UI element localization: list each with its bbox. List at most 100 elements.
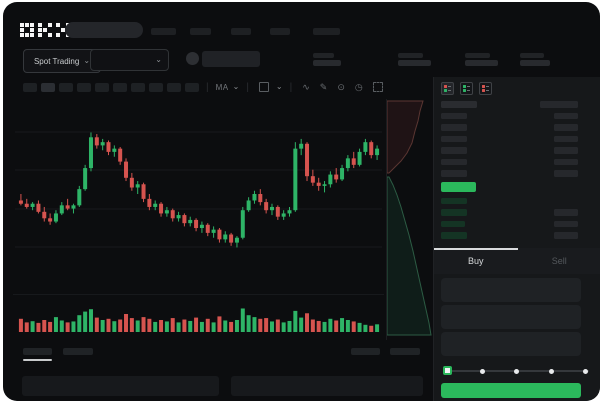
toolbar-divider: | (206, 81, 209, 93)
order-input-placeholder[interactable] (441, 278, 581, 302)
book-combined-toggle[interactable] (441, 82, 454, 95)
coin-icon (186, 52, 199, 65)
slider-dot[interactable] (514, 368, 519, 374)
amount-placeholder (554, 135, 578, 142)
slider-dot[interactable] (479, 368, 485, 374)
order-form (441, 278, 581, 356)
chevron-down-icon: ⌄ (83, 56, 91, 65)
order-book-header[interactable] (441, 101, 578, 108)
bid-row[interactable] (441, 197, 578, 204)
ask-row[interactable] (441, 170, 578, 177)
slider-dot[interactable] (583, 368, 588, 374)
bid-row[interactable] (441, 209, 578, 216)
amount-placeholder (554, 147, 578, 154)
ask-row[interactable] (441, 124, 578, 131)
indicator-dropdown[interactable]: MA (215, 82, 229, 92)
active-tab-indicator (434, 248, 518, 250)
stat-value-placeholder (465, 60, 498, 66)
ask-row[interactable] (441, 112, 578, 119)
timeframe-button[interactable] (149, 82, 163, 92)
ask-row[interactable] (441, 135, 578, 142)
timeframe-button[interactable] (113, 82, 127, 92)
tab-sell[interactable]: Sell (518, 248, 601, 274)
nav-item-placeholder[interactable] (270, 28, 290, 35)
order-book (441, 101, 578, 244)
timeframe-button[interactable] (23, 82, 37, 92)
timeframe-button[interactable] (185, 82, 199, 92)
wave-icon[interactable]: ∿ (302, 81, 310, 92)
chevron-down-icon: ⌄ (275, 82, 283, 91)
bid-row[interactable] (441, 220, 578, 227)
last-price-bar[interactable] (441, 181, 476, 192)
amount-placeholder (554, 232, 578, 239)
book-bids-toggle[interactable] (460, 82, 473, 95)
amount-slider[interactable] (442, 363, 590, 379)
nav-item-placeholder[interactable] (151, 28, 176, 35)
price-placeholder (441, 197, 467, 204)
chart-tab[interactable] (351, 348, 380, 355)
market-type-label: Spot Trading (33, 56, 80, 66)
logo-letter-o (20, 23, 34, 37)
market-type-dropdown[interactable]: Spot Trading ⌄ (23, 49, 101, 73)
order-book-panel: Buy Sell (433, 77, 600, 401)
amount-placeholder (554, 220, 578, 227)
chart-tab[interactable] (63, 348, 93, 355)
trade-tabs: Buy Sell (434, 248, 600, 274)
chart-tab[interactable] (390, 348, 420, 355)
candlestick-chart[interactable] (13, 99, 384, 295)
price-placeholder (441, 220, 465, 227)
toolbar-divider: | (289, 81, 293, 93)
chart-toolbar: | MA ⌄ | ⌄ | ∿ ✎ ⊙ ◷ (23, 81, 386, 93)
stat-value-placeholder (398, 60, 431, 66)
ticker-stat (313, 53, 341, 66)
tab-buy[interactable]: Buy (434, 248, 518, 274)
search-input[interactable] (65, 22, 143, 38)
price-placeholder (441, 147, 467, 154)
pencil-icon[interactable]: ✎ (319, 81, 328, 92)
slider-dot[interactable] (548, 368, 554, 374)
slider-handle[interactable] (443, 366, 452, 375)
okx-logo[interactable] (20, 23, 70, 37)
nav-item-placeholder[interactable] (313, 28, 340, 35)
price-placeholder (441, 112, 467, 119)
timeframe-button[interactable] (41, 82, 55, 92)
bid-row[interactable] (441, 232, 578, 239)
order-book-view-toggles (441, 82, 492, 95)
order-input-placeholder[interactable] (441, 332, 581, 356)
depth-chart (386, 99, 432, 340)
price-placeholder (441, 135, 467, 142)
order-input-placeholder[interactable] (441, 305, 581, 329)
timeframe-button[interactable] (95, 82, 109, 92)
stat-label-placeholder (520, 53, 544, 58)
stat-label-placeholder (465, 53, 490, 58)
buy-submit-button[interactable] (441, 383, 581, 398)
ask-row[interactable] (441, 158, 578, 165)
chart-tab[interactable] (23, 348, 52, 355)
history-icon[interactable]: ◷ (354, 81, 363, 92)
amount-placeholder (554, 158, 578, 165)
tab-sell-label: Sell (551, 256, 567, 266)
stat-label-placeholder (313, 53, 334, 58)
ticker-stat (520, 53, 550, 66)
volume-chart[interactable] (13, 296, 384, 336)
amount-placeholder (540, 101, 578, 108)
nav-item-placeholder[interactable] (190, 28, 211, 35)
fullscreen-icon[interactable] (372, 82, 383, 92)
camera-icon[interactable]: ⊙ (337, 81, 345, 92)
book-asks-toggle[interactable] (479, 82, 492, 95)
ask-row[interactable] (441, 147, 578, 154)
ticker-stat (465, 53, 498, 66)
chart-type-icon[interactable] (258, 82, 269, 92)
price-placeholder (441, 209, 467, 216)
price-placeholder (441, 124, 467, 131)
chevron-down-icon: ⌄ (232, 82, 240, 91)
bottom-panel-placeholder (22, 376, 219, 396)
nav-item-placeholder[interactable] (231, 28, 251, 35)
pair-dropdown[interactable]: ⌄ (90, 49, 169, 71)
stat-value-placeholder (520, 60, 550, 66)
timeframe-button[interactable] (59, 82, 73, 92)
timeframe-button[interactable] (77, 82, 91, 92)
toolbar-divider: | (246, 81, 249, 93)
timeframe-button[interactable] (131, 82, 145, 92)
timeframe-button[interactable] (167, 82, 181, 92)
